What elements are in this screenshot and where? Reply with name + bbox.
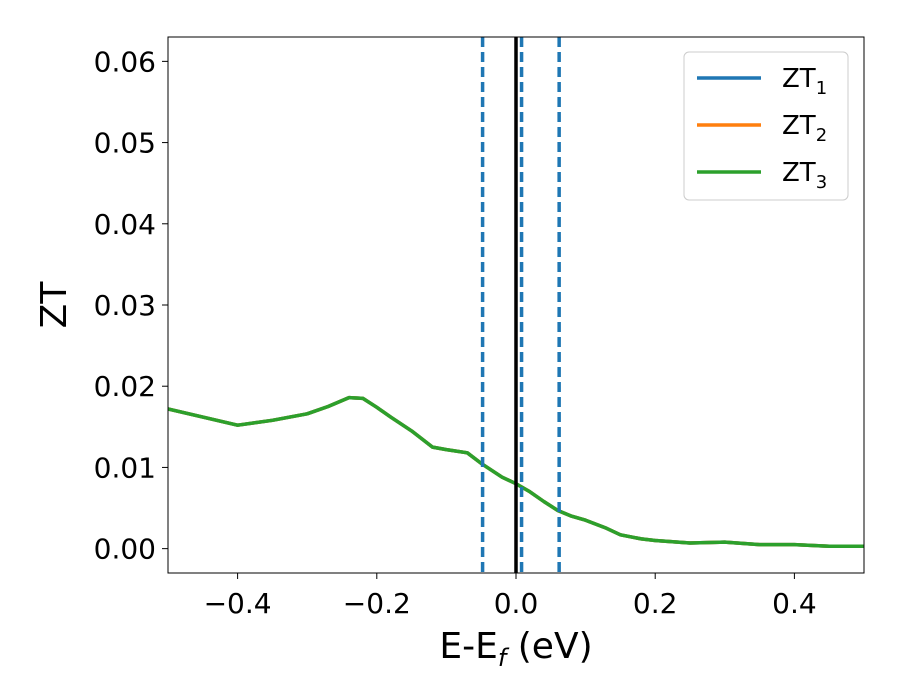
legend-label-zt3: ZT3 xyxy=(782,158,827,193)
x-tick-label: 0.2 xyxy=(633,587,678,620)
y-tick-label: 0.03 xyxy=(94,289,156,322)
y-tick-label: 0.00 xyxy=(94,533,156,566)
legend-entries: ZT1 ZT2 ZT3 xyxy=(697,64,827,193)
x-tick-label: −0.2 xyxy=(343,587,411,620)
y-tick-label: 0.06 xyxy=(94,45,156,78)
x-axis-label-main: E-E xyxy=(439,626,497,667)
y-tick-label: 0.01 xyxy=(94,451,156,484)
y-axis-ticks: 0.00 0.01 0.02 0.03 0.04 0.05 0.06 xyxy=(94,45,168,566)
x-axis-ticks: −0.4 −0.2 0.0 0.2 0.4 xyxy=(204,573,817,620)
x-tick-label: −0.4 xyxy=(204,587,272,620)
y-tick-label: 0.05 xyxy=(94,127,156,160)
series-line-zt3 xyxy=(168,395,864,548)
x-tick-label: 0.0 xyxy=(494,587,539,620)
legend-box xyxy=(683,51,849,201)
y-tick-label: 0.04 xyxy=(94,208,156,241)
x-axis-label: E-Ef (eV) xyxy=(439,626,592,672)
x-axis-label-unit: (eV) xyxy=(506,626,592,667)
y-axis-label: ZT xyxy=(34,281,75,329)
legend-label-zt2: ZT2 xyxy=(782,111,827,146)
plot-lines-layer xyxy=(168,37,864,573)
x-tick-label: 0.4 xyxy=(772,587,817,620)
y-tick-label: 0.02 xyxy=(94,370,156,403)
legend: ZT1 ZT2 ZT3 xyxy=(683,51,849,201)
legend-label-zt1: ZT1 xyxy=(782,64,827,99)
